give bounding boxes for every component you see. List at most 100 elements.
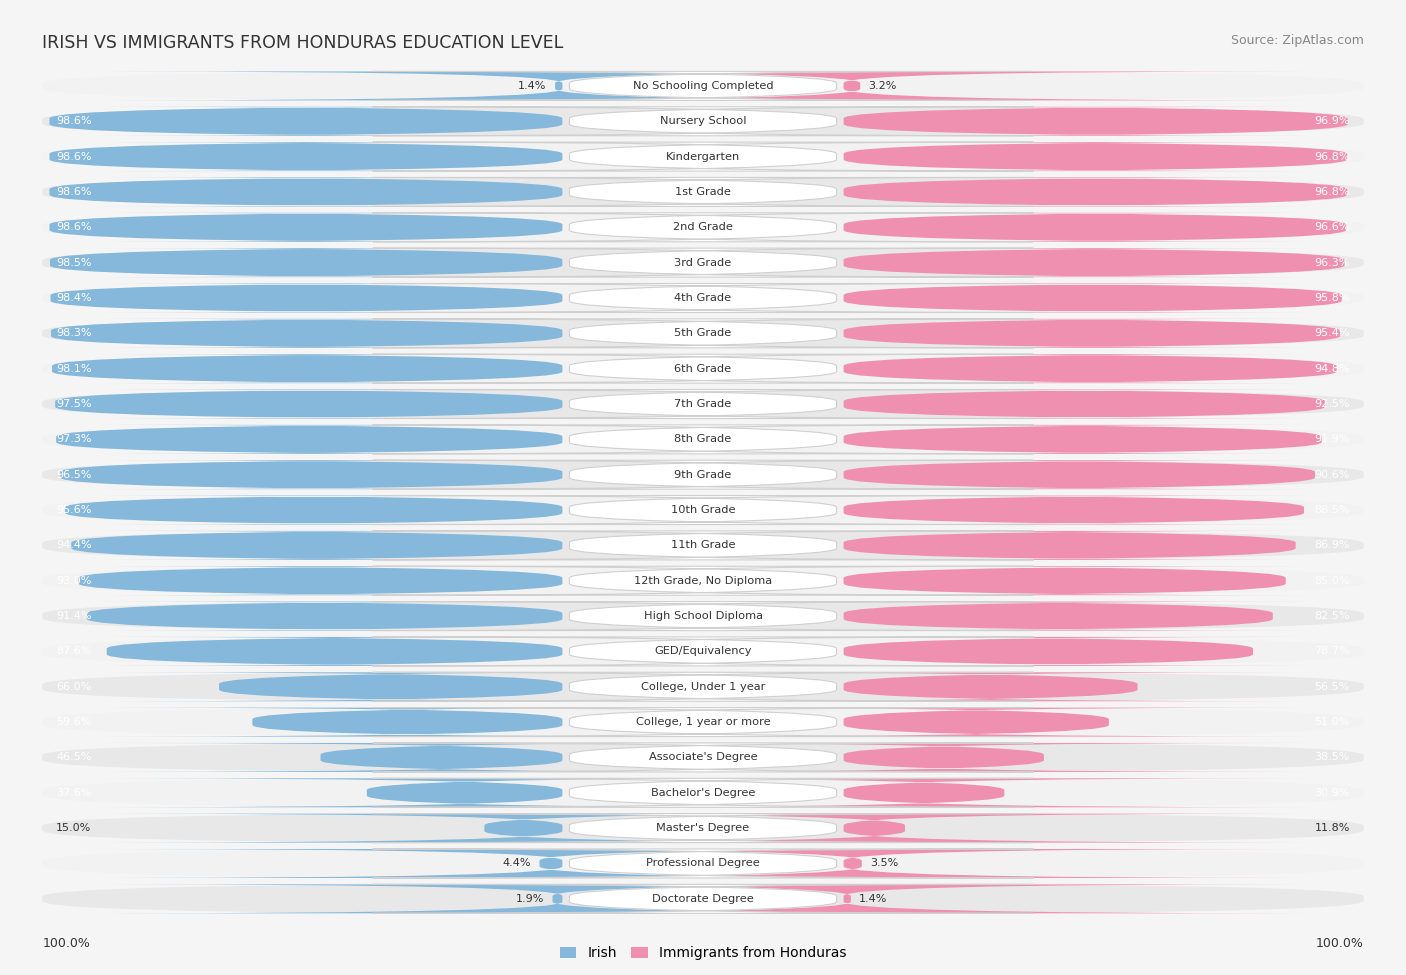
Text: 3rd Grade: 3rd Grade bbox=[675, 257, 731, 268]
FancyBboxPatch shape bbox=[42, 708, 1364, 736]
Legend: Irish, Immigrants from Honduras: Irish, Immigrants from Honduras bbox=[560, 947, 846, 960]
Text: 1.9%: 1.9% bbox=[516, 894, 544, 904]
Text: 98.3%: 98.3% bbox=[56, 329, 91, 338]
Text: 98.5%: 98.5% bbox=[56, 257, 91, 268]
Text: Associate's Degree: Associate's Degree bbox=[648, 753, 758, 762]
FancyBboxPatch shape bbox=[844, 425, 1322, 453]
FancyBboxPatch shape bbox=[373, 142, 1033, 171]
Text: 98.6%: 98.6% bbox=[56, 187, 91, 197]
Text: College, Under 1 year: College, Under 1 year bbox=[641, 682, 765, 692]
FancyBboxPatch shape bbox=[373, 849, 1033, 878]
Text: 78.7%: 78.7% bbox=[1315, 646, 1350, 656]
FancyBboxPatch shape bbox=[42, 637, 1364, 666]
FancyBboxPatch shape bbox=[42, 354, 1364, 383]
FancyBboxPatch shape bbox=[42, 284, 1364, 312]
Text: 9th Grade: 9th Grade bbox=[675, 470, 731, 480]
FancyBboxPatch shape bbox=[373, 71, 1033, 100]
Text: 100.0%: 100.0% bbox=[1316, 937, 1364, 951]
Text: 15.0%: 15.0% bbox=[56, 823, 91, 834]
FancyBboxPatch shape bbox=[373, 354, 1033, 383]
FancyBboxPatch shape bbox=[789, 637, 1308, 666]
FancyBboxPatch shape bbox=[98, 637, 571, 666]
FancyBboxPatch shape bbox=[72, 531, 562, 560]
FancyBboxPatch shape bbox=[42, 107, 1364, 136]
FancyBboxPatch shape bbox=[98, 884, 1017, 914]
FancyBboxPatch shape bbox=[42, 814, 1364, 842]
FancyBboxPatch shape bbox=[387, 884, 1308, 914]
FancyBboxPatch shape bbox=[373, 213, 1033, 242]
FancyBboxPatch shape bbox=[540, 778, 1308, 807]
FancyBboxPatch shape bbox=[373, 673, 1033, 701]
Text: 46.5%: 46.5% bbox=[56, 753, 91, 762]
FancyBboxPatch shape bbox=[832, 531, 1308, 560]
FancyBboxPatch shape bbox=[844, 390, 1324, 418]
Text: 51.0%: 51.0% bbox=[1315, 717, 1350, 727]
FancyBboxPatch shape bbox=[673, 673, 1308, 701]
FancyBboxPatch shape bbox=[579, 743, 1308, 772]
Text: 1.4%: 1.4% bbox=[519, 81, 547, 91]
FancyBboxPatch shape bbox=[98, 778, 831, 807]
FancyBboxPatch shape bbox=[49, 213, 562, 242]
Text: 98.1%: 98.1% bbox=[56, 364, 91, 373]
FancyBboxPatch shape bbox=[373, 708, 1033, 736]
Text: 96.9%: 96.9% bbox=[1315, 116, 1350, 127]
Text: 97.3%: 97.3% bbox=[56, 434, 91, 445]
Text: 38.5%: 38.5% bbox=[1315, 753, 1350, 762]
FancyBboxPatch shape bbox=[42, 319, 1364, 348]
Text: 7th Grade: 7th Grade bbox=[675, 399, 731, 410]
Text: 94.8%: 94.8% bbox=[1315, 364, 1350, 373]
Text: 82.5%: 82.5% bbox=[1315, 611, 1350, 621]
FancyBboxPatch shape bbox=[49, 142, 562, 171]
FancyBboxPatch shape bbox=[52, 354, 562, 383]
FancyBboxPatch shape bbox=[42, 884, 1364, 914]
Text: 96.8%: 96.8% bbox=[1315, 187, 1350, 197]
Text: 97.5%: 97.5% bbox=[56, 399, 91, 410]
FancyBboxPatch shape bbox=[821, 566, 1308, 595]
Text: 66.0%: 66.0% bbox=[56, 682, 91, 692]
FancyBboxPatch shape bbox=[56, 425, 562, 453]
Text: 87.6%: 87.6% bbox=[56, 646, 91, 656]
FancyBboxPatch shape bbox=[42, 602, 1364, 631]
FancyBboxPatch shape bbox=[42, 425, 1364, 453]
Text: No Schooling Completed: No Schooling Completed bbox=[633, 81, 773, 91]
FancyBboxPatch shape bbox=[98, 71, 1019, 100]
FancyBboxPatch shape bbox=[844, 142, 1347, 171]
Text: 4.4%: 4.4% bbox=[502, 858, 531, 869]
FancyBboxPatch shape bbox=[98, 708, 716, 736]
FancyBboxPatch shape bbox=[42, 390, 1364, 418]
FancyBboxPatch shape bbox=[398, 849, 1308, 878]
Text: Bachelor's Degree: Bachelor's Degree bbox=[651, 788, 755, 798]
FancyBboxPatch shape bbox=[51, 249, 562, 277]
Text: 98.6%: 98.6% bbox=[56, 116, 91, 127]
FancyBboxPatch shape bbox=[42, 249, 1364, 277]
Text: 12th Grade, No Diploma: 12th Grade, No Diploma bbox=[634, 575, 772, 586]
Text: 8th Grade: 8th Grade bbox=[675, 434, 731, 445]
FancyBboxPatch shape bbox=[844, 284, 1341, 312]
FancyBboxPatch shape bbox=[373, 602, 1033, 631]
Text: Source: ZipAtlas.com: Source: ZipAtlas.com bbox=[1230, 34, 1364, 47]
FancyBboxPatch shape bbox=[373, 637, 1033, 666]
FancyBboxPatch shape bbox=[844, 354, 1337, 383]
Text: 86.9%: 86.9% bbox=[1315, 540, 1350, 551]
Text: Doctorate Degree: Doctorate Degree bbox=[652, 894, 754, 904]
Text: 1st Grade: 1st Grade bbox=[675, 187, 731, 197]
FancyBboxPatch shape bbox=[42, 495, 1364, 525]
Text: 95.4%: 95.4% bbox=[1315, 329, 1350, 338]
Text: 37.6%: 37.6% bbox=[56, 788, 91, 798]
FancyBboxPatch shape bbox=[42, 142, 1364, 171]
Text: 96.3%: 96.3% bbox=[1315, 257, 1350, 268]
Text: 30.9%: 30.9% bbox=[1315, 788, 1350, 798]
Text: 96.6%: 96.6% bbox=[1315, 222, 1350, 232]
Text: High School Diploma: High School Diploma bbox=[644, 611, 762, 621]
Text: 92.5%: 92.5% bbox=[1315, 399, 1350, 410]
Text: 91.9%: 91.9% bbox=[1315, 434, 1350, 445]
Text: GED/Equivalency: GED/Equivalency bbox=[654, 646, 752, 656]
Text: 59.6%: 59.6% bbox=[56, 717, 91, 727]
FancyBboxPatch shape bbox=[42, 531, 1364, 560]
FancyBboxPatch shape bbox=[42, 673, 1364, 701]
Text: 93.0%: 93.0% bbox=[56, 575, 91, 586]
Text: 95.6%: 95.6% bbox=[56, 505, 91, 515]
FancyBboxPatch shape bbox=[373, 107, 1033, 136]
FancyBboxPatch shape bbox=[51, 319, 562, 348]
FancyBboxPatch shape bbox=[839, 495, 1308, 525]
